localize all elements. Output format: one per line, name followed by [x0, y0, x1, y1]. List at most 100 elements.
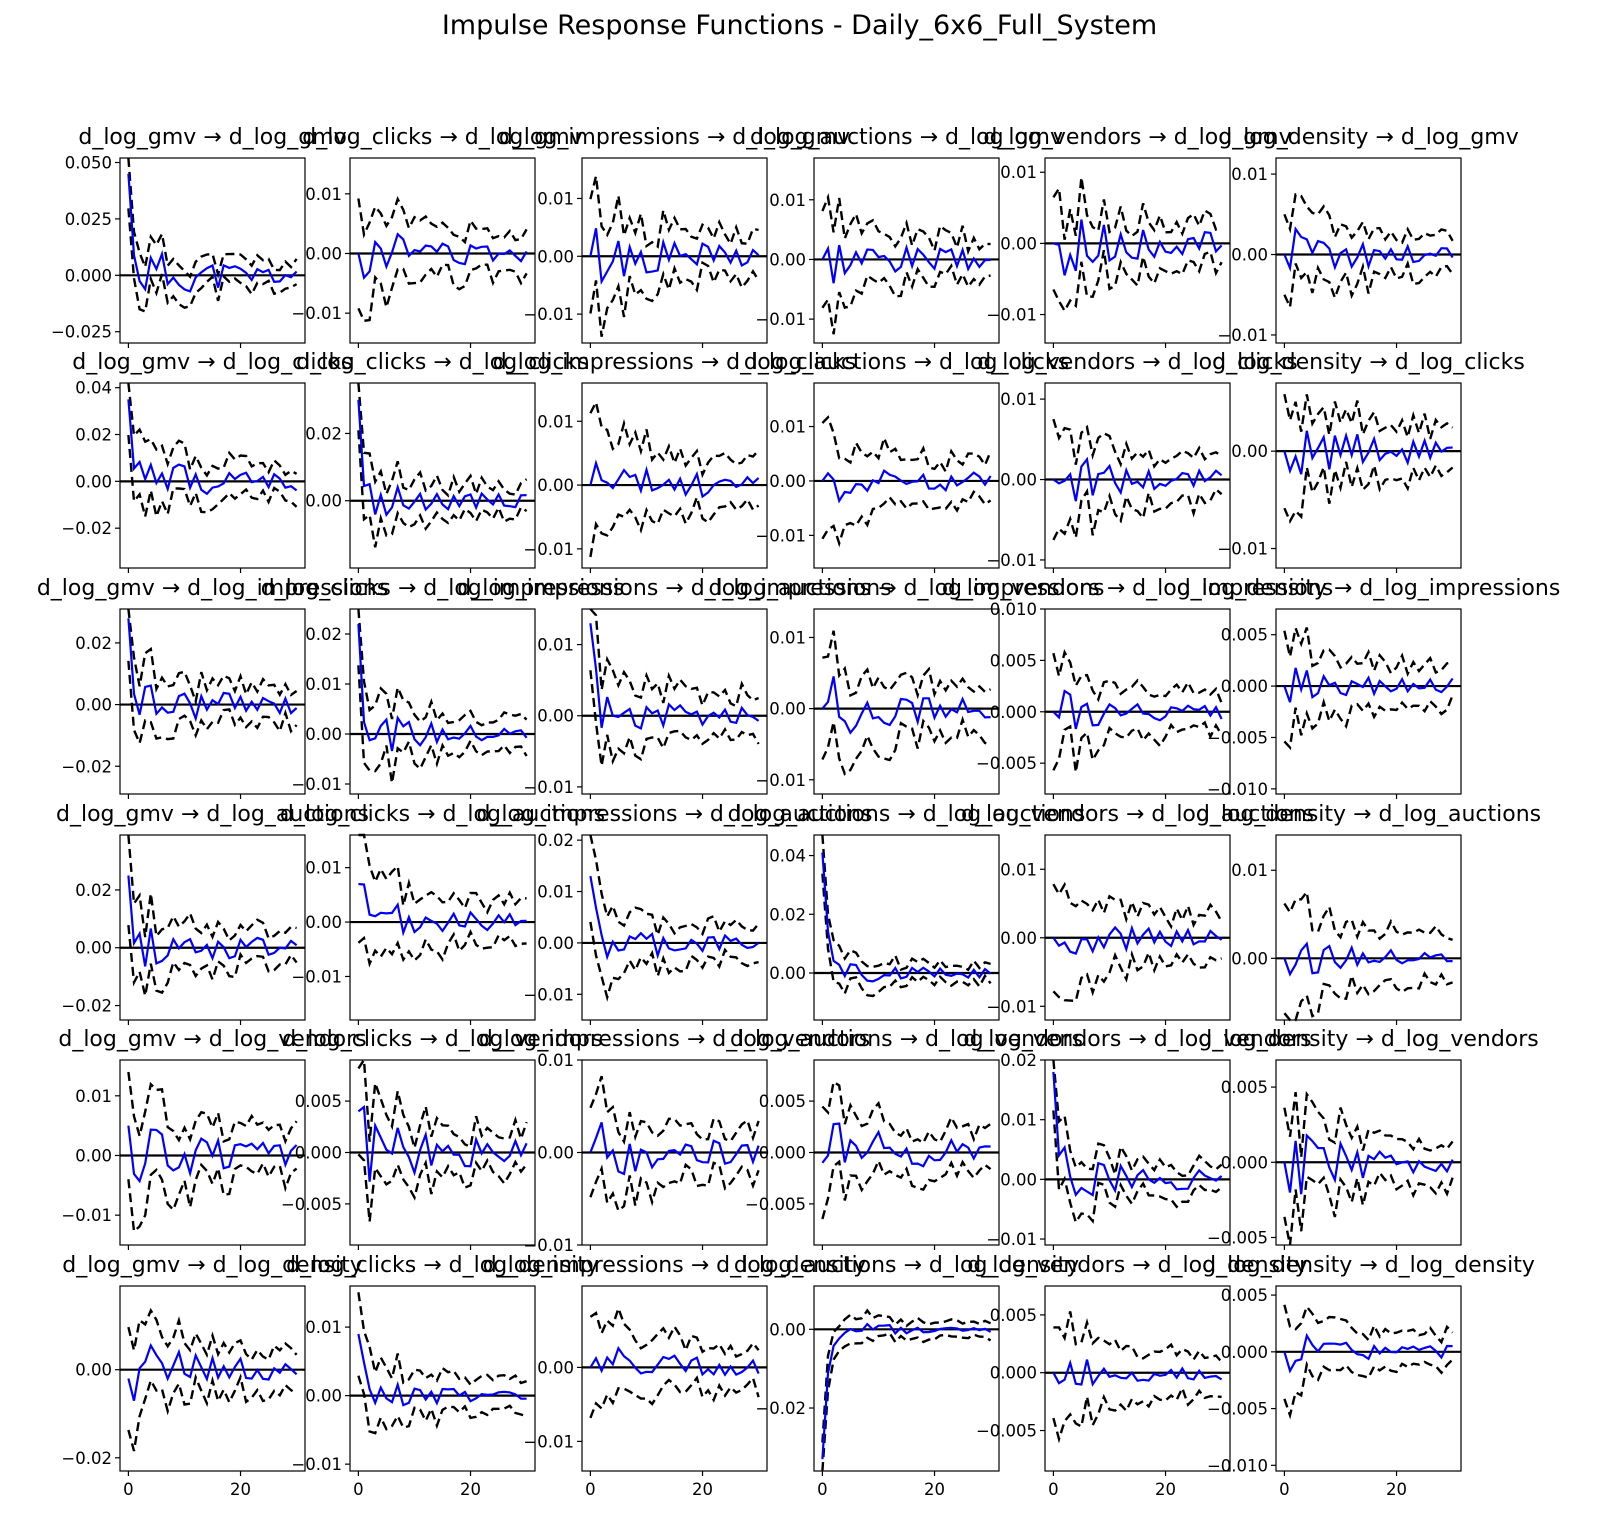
y-tick-label: −0.02: [755, 1399, 806, 1418]
y-tick-label: −0.005: [281, 1195, 342, 1214]
subplot-title: d_log_gmv → d_log_auctions: [56, 802, 369, 827]
irf-line: [1283, 667, 1454, 703]
figure-title: Impulse Response Functions - Daily_6x6_F…: [441, 10, 1158, 41]
y-tick-label: 0.00: [1000, 234, 1037, 253]
lower-confidence-band: [589, 921, 759, 1002]
axes-frame: [1275, 1059, 1462, 1246]
irf-panel: −0.01 0.00 0.01 0.02 d_log_impressions → d_l…: [476, 802, 873, 1025]
axes-frame: [581, 834, 768, 1021]
y-tick-label: 0.00: [75, 1361, 112, 1380]
y-tick-label: 0.00: [537, 1358, 574, 1377]
irf-line: [1052, 689, 1223, 730]
irf-panel: −0.010 −0.005 0.000 0.005 d_log_density → d_…: [1177, 576, 1560, 799]
x-tick-label: 20: [1386, 1480, 1407, 1499]
upper-confidence-band: [1283, 889, 1453, 941]
y-tick-label: −0.01: [1217, 326, 1268, 345]
y-tick-label: −0.01: [523, 540, 574, 559]
lower-confidence-band: [1052, 487, 1223, 541]
y-tick-label: 0.00: [75, 939, 112, 958]
axes-frame: [1275, 1285, 1462, 1472]
axes-frame: [349, 382, 536, 569]
y-tick-label: 0.01: [1000, 1111, 1037, 1130]
subplot-title: d_log_vendors → d_log_clicks: [977, 350, 1297, 375]
lower-confidence-band: [127, 1160, 298, 1234]
y-tick-label: −0.005: [976, 1422, 1037, 1441]
irf-panel: −0.005 0.000 0.005 d_log_density → d_log_ve…: [1198, 1027, 1539, 1250]
irf-line: [357, 399, 527, 518]
axes-frame: [813, 157, 1000, 344]
x-tick-label: 20: [460, 1480, 481, 1499]
upper-confidence-band: [1052, 648, 1223, 704]
y-tick-label: −0.01: [61, 1206, 112, 1225]
y-tick-label: 0.01: [769, 418, 806, 437]
subplot-title: d_log_gmv → d_log_vendors: [58, 1027, 366, 1052]
subplot-title: d_log_impressions → d_log_density: [483, 1253, 867, 1278]
axes-frame: [581, 608, 768, 795]
x-tick-label: 0: [1048, 1480, 1059, 1499]
y-tick-label: −0.01: [986, 1230, 1037, 1249]
y-tick-label: 0.02: [75, 881, 112, 900]
y-tick-label: 0.00: [305, 725, 342, 744]
irf-panel: −0.01 0.00 0.01 0.02d_log_vendors → d_log_v…: [963, 1027, 1312, 1250]
lower-confidence-band: [357, 263, 528, 323]
subplot-title: d_log_auctions → d_log_auctions: [728, 802, 1086, 827]
subplot-title: d_log_gmv → d_log_gmv: [78, 125, 346, 150]
lower-confidence-band: [357, 430, 528, 548]
lower-confidence-band: [1052, 249, 1223, 314]
y-tick-label: −0.02: [61, 757, 112, 776]
y-tick-label: 0.00: [769, 1320, 806, 1339]
irf-panel: −0.01 0.00 d_log_density → d_log_clicks: [1212, 350, 1525, 573]
irf-line: [127, 618, 298, 723]
y-tick-label: 0.050: [65, 154, 112, 173]
upper-confidence-band: [1052, 418, 1223, 469]
y-tick-label: 0.005: [759, 1092, 806, 1111]
upper-confidence-band: [1283, 393, 1454, 444]
y-tick-label: −0.01: [523, 778, 574, 797]
y-tick-label: 0.00: [769, 964, 806, 983]
subplot-title: d_log_density → d_log_gmv: [1218, 125, 1519, 150]
y-tick-label: −0.005: [1207, 1400, 1268, 1419]
irf-panel: 0.00 0.02 0.04 d_log_auctions → d_log_aucti…: [728, 802, 1086, 1025]
lower-confidence-band: [357, 928, 527, 968]
y-tick-label: 0.00: [769, 700, 806, 719]
y-tick-label: 0.01: [537, 636, 574, 655]
subplot-title: d_log_impressions → d_log_gmv: [499, 125, 850, 150]
y-tick-label: 0.01: [769, 628, 806, 647]
axes-frame: [349, 608, 536, 795]
irf-panel: −0.020.000 20d_log_auctions → d_log_densi…: [734, 1253, 1079, 1499]
axes-frame: [1275, 834, 1462, 1021]
upper-confidence-band: [821, 415, 992, 475]
irf-line: [357, 1104, 528, 1182]
y-tick-label: −0.01: [523, 305, 574, 324]
irf-line: [1283, 941, 1453, 977]
irf-panel: −0.010 −0.005 0.000 0.005 0 20 d_log_density →…: [1202, 1253, 1535, 1499]
axes-frame: [1275, 608, 1462, 795]
upper-confidence-band: [357, 608, 528, 727]
upper-confidence-band: [127, 608, 298, 707]
upper-confidence-band: [1052, 881, 1223, 930]
irf-line: [357, 1333, 527, 1407]
y-tick-label: 0.00: [1231, 442, 1268, 461]
y-tick-label: 0.02: [1000, 1051, 1037, 1070]
y-tick-label: 0.005: [1221, 1286, 1268, 1305]
irf-panel: −0.01 0.00 0.01 d_log_impressions → d_log_c…: [493, 350, 856, 573]
y-tick-label: −0.01: [1217, 540, 1268, 559]
irf-line: [1052, 1359, 1223, 1387]
subplot-title: d_log_auctions → d_log_gmv: [750, 125, 1063, 150]
irf-panel: −0.01 0.00 0.01 d_log_impressions → d_log_i…: [457, 576, 892, 799]
irf-line: [821, 852, 992, 983]
axes-frame: [1044, 1285, 1231, 1472]
y-tick-label: 0.04: [75, 379, 112, 398]
x-tick-label: 0: [353, 1480, 364, 1499]
irf-line: [358, 882, 527, 937]
upper-confidence-band: [821, 192, 991, 256]
y-tick-label: 0.01: [537, 1051, 574, 1070]
subplot-title: d_log_gmv → d_log_clicks: [72, 350, 352, 375]
y-tick-label: 0.01: [1000, 163, 1037, 182]
subplot-title: d_log_density → d_log_clicks: [1212, 350, 1525, 375]
subplot-title: d_log_clicks → d_log_clicks: [296, 350, 589, 375]
y-tick-label: 0.02: [75, 634, 112, 653]
irf-panel: −0.005 0.000 0.005 d_log_clicks → d_log_ven…: [281, 1027, 603, 1250]
irf-line: [1052, 1071, 1223, 1198]
lower-confidence-band: [127, 434, 298, 521]
